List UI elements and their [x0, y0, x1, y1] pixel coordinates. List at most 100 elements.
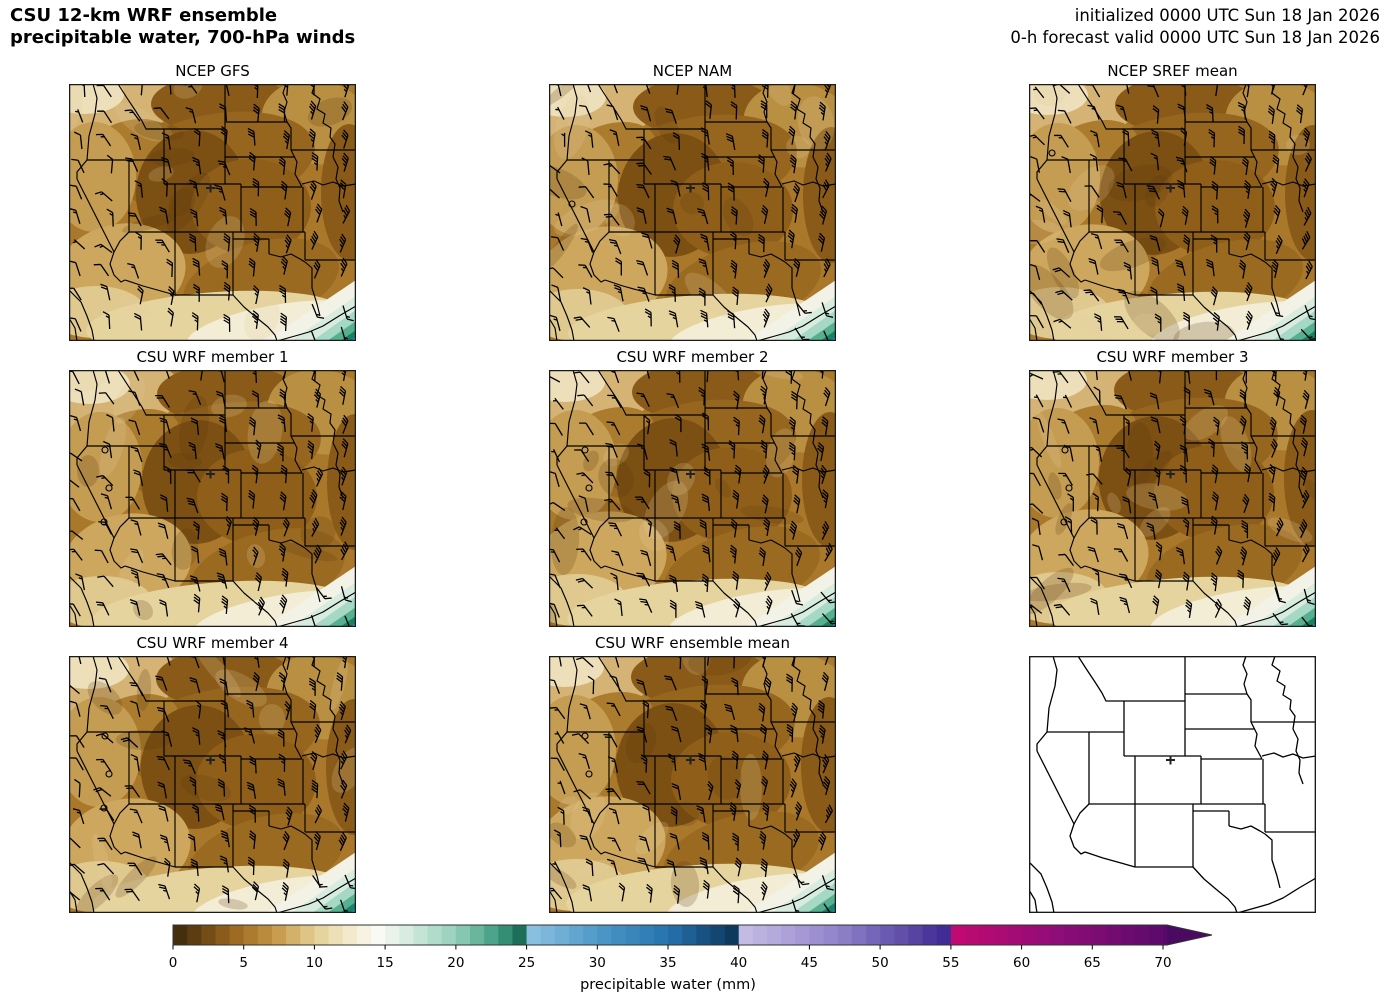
wind-barb — [248, 804, 256, 823]
wind-barb — [1303, 206, 1312, 226]
wind-barb — [731, 750, 739, 770]
wind-barb — [279, 312, 287, 332]
wind-barb — [605, 84, 618, 94]
wind-barb — [573, 316, 591, 328]
wind-barb — [701, 152, 710, 171]
wind-barb — [127, 212, 142, 227]
wind-barb-layer — [69, 84, 354, 341]
wind-barb — [1304, 152, 1313, 172]
wind-barb — [555, 656, 562, 667]
wind-barb — [789, 778, 797, 798]
wind-barb — [218, 753, 227, 772]
location-marker-icon — [1166, 183, 1175, 193]
wind-barb — [1238, 259, 1246, 279]
wind-barb — [1270, 438, 1278, 458]
wind-barb — [727, 182, 735, 201]
wind-barb — [339, 370, 348, 382]
wind-barb — [761, 750, 769, 770]
wind-barb — [1149, 234, 1161, 252]
wind-barb — [1083, 289, 1100, 302]
wind-barb — [553, 829, 562, 848]
wind-barb — [189, 179, 199, 197]
wind-barb — [1088, 257, 1099, 275]
wind-barb — [181, 84, 198, 94]
calm-wind-icon — [1065, 484, 1073, 492]
wind-barb — [193, 593, 201, 613]
wind-barb — [765, 595, 773, 615]
location-marker-icon — [206, 183, 215, 193]
wind-barb — [155, 553, 172, 566]
wind-barb — [1154, 569, 1162, 589]
wind-barb — [822, 754, 830, 774]
wind-barb — [106, 154, 114, 174]
wind-barb — [1275, 517, 1284, 537]
state-borders — [1029, 370, 1316, 627]
wind-barb — [130, 519, 142, 536]
wind-barb — [1093, 386, 1101, 405]
wind-barb — [249, 207, 257, 227]
wind-barb — [194, 699, 202, 719]
colorbar-bands — [173, 925, 1212, 945]
wind-barb — [340, 586, 352, 603]
wind-barb — [100, 705, 114, 719]
wind-barb — [761, 494, 769, 514]
wind-barb — [1153, 440, 1161, 460]
wind-barb — [1034, 394, 1044, 408]
wind-barb — [284, 234, 292, 254]
panel-title: CSU WRF member 2 — [616, 348, 769, 366]
wind-barb — [733, 598, 741, 618]
wind-barb — [342, 802, 350, 822]
wind-barb — [665, 544, 677, 562]
wind-barb — [159, 417, 171, 434]
wind-barb — [1211, 464, 1219, 484]
wind-barb — [1271, 258, 1279, 279]
wind-barb — [793, 257, 801, 278]
wind-barb — [636, 781, 651, 795]
wind-barb — [618, 882, 626, 902]
wind-barb — [1092, 444, 1103, 462]
wind-barb — [579, 703, 591, 720]
state-borders — [1029, 656, 1316, 913]
wind-barb — [1032, 544, 1044, 561]
wind-barb — [1150, 416, 1161, 434]
wind-barb — [252, 546, 259, 566]
wind-barb — [344, 874, 356, 890]
wind-barb — [582, 287, 592, 305]
wind-barb — [1298, 518, 1308, 538]
calm-wind-icon — [100, 804, 108, 812]
wind-barb — [794, 546, 803, 567]
wind-barb — [191, 312, 199, 331]
wind-barb — [573, 526, 592, 536]
wind-barb — [1275, 328, 1289, 341]
wind-barb — [817, 370, 825, 379]
panel-frame — [549, 84, 836, 341]
wind-barb — [762, 464, 770, 484]
wind-barb — [554, 527, 566, 540]
wind-barb — [1155, 541, 1163, 561]
wind-barb — [1267, 105, 1275, 124]
wind-barb — [550, 236, 565, 251]
wind-barb — [216, 572, 228, 589]
wind-barb — [1273, 386, 1281, 406]
wind-barb — [757, 233, 765, 253]
wind-barb — [792, 464, 800, 484]
wind-barb — [730, 518, 738, 538]
wind-barb — [669, 832, 680, 850]
wind-barb — [579, 422, 594, 436]
calm-wind-icon — [1060, 518, 1068, 526]
wind-barb — [134, 180, 144, 198]
wind-barb — [608, 522, 622, 537]
wind-barb — [285, 806, 293, 826]
wind-barb — [549, 706, 566, 720]
map-panel-ncep-sref-mean: NCEP SREF mean — [1029, 62, 1316, 341]
wind-barb — [791, 899, 804, 913]
wind-barb — [1119, 573, 1133, 589]
panel-frame — [549, 656, 836, 913]
wind-barb — [1241, 156, 1249, 176]
wind-barb — [555, 212, 563, 227]
wind-barb — [795, 301, 812, 314]
wind-barb — [580, 205, 591, 223]
wind-barb — [97, 863, 115, 875]
wind-barb — [252, 516, 260, 536]
wind-barb — [159, 494, 169, 512]
